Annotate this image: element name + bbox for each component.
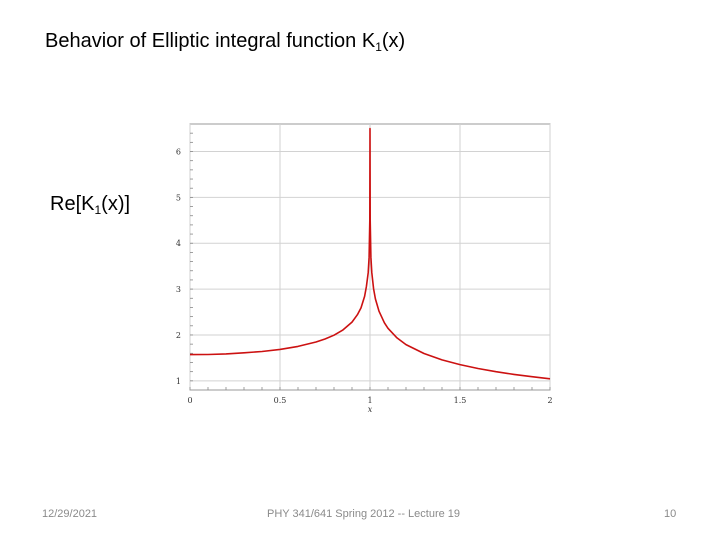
series-line	[189, 127, 551, 380]
y-tick-label: 4	[176, 239, 181, 248]
slide-title: Behavior of Elliptic integral function K…	[45, 30, 405, 53]
y-tick-label: 6	[176, 148, 181, 157]
footer-date: 12/29/2021	[42, 508, 98, 520]
label-text: Re[K	[50, 193, 95, 215]
label-suffix: (x)]	[101, 193, 131, 215]
x-axis-label: x	[368, 405, 373, 414]
footer-page-number: 10	[664, 508, 677, 520]
x-tick-label: 1	[367, 396, 372, 405]
y-tick-label: 2	[176, 331, 181, 340]
y-tick-label: 5	[176, 193, 181, 202]
label-subscript: 1	[94, 203, 102, 217]
x-tick-label: 2	[547, 396, 552, 405]
x-tick-label: 1.5	[454, 396, 467, 405]
title-text: Behavior of Elliptic integral function K	[45, 30, 376, 52]
title-suffix: (x)	[381, 30, 406, 52]
function-label: Re[K1(x)]	[50, 193, 130, 216]
x-tick-label: 0	[187, 396, 192, 405]
y-tick-label: 1	[176, 377, 181, 386]
title-subscript: 1	[375, 40, 382, 54]
y-tick-label: 3	[176, 285, 181, 294]
footer-course: PHY 341/641 Spring 2012 -- Lecture 19	[267, 508, 461, 520]
x-tick-label: 0.5	[274, 396, 287, 405]
